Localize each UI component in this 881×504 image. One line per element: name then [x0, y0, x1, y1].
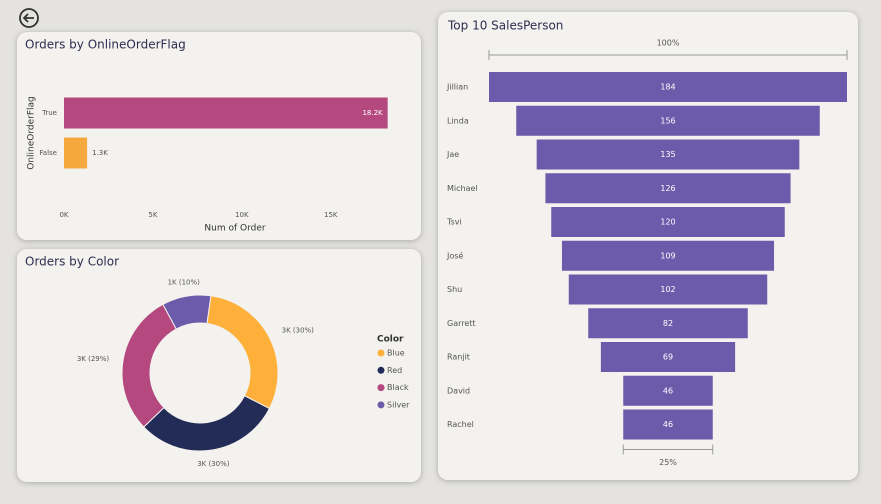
x-axis-label: Num of Order: [204, 224, 265, 234]
legend-label: Red: [387, 366, 402, 375]
funnel-bar: [545, 173, 791, 204]
value-label: 135: [660, 150, 675, 159]
value-label: 156: [660, 116, 675, 125]
funnel-bar: [489, 72, 847, 102]
value-label: 3K (30%): [197, 460, 230, 468]
funnel-bar: [561, 240, 775, 271]
category-label: David: [447, 386, 470, 395]
bar: [64, 97, 388, 129]
legend-marker: [377, 401, 385, 409]
bracket: [622, 444, 714, 455]
chart-title: Top 10 SalesPerson: [447, 19, 563, 33]
category-label: José: [446, 250, 463, 260]
category-label: Shu: [447, 285, 462, 294]
value-label: 18.2K: [362, 109, 383, 117]
category-label: Tsvi: [446, 218, 462, 227]
category-label: Garrett: [447, 319, 476, 328]
value-label: 3K (30%): [282, 327, 315, 335]
panel: [17, 32, 421, 240]
value-label: 46: [663, 420, 673, 429]
funnel-bar: [536, 139, 800, 170]
value-label: 120: [660, 218, 675, 227]
x-tick-label: 10K: [235, 211, 249, 219]
ratio-label: 100%: [657, 39, 680, 48]
legend-marker: [377, 384, 385, 392]
value-label: 69: [663, 353, 673, 362]
value-label: 184: [660, 83, 675, 92]
value-label: 82: [663, 319, 673, 328]
x-tick-label: 5K: [148, 211, 157, 219]
panel: [17, 249, 421, 482]
category-label: Rachel: [447, 420, 474, 429]
category-label: Linda: [447, 116, 469, 125]
funnel-bar: [623, 409, 713, 440]
value-label: 1.3K: [92, 149, 108, 157]
value-label: 46: [663, 386, 673, 395]
y-axis-label: OnlineOrderFlag: [27, 96, 37, 170]
x-tick-label: 0K: [59, 211, 68, 219]
bracket: [488, 50, 848, 60]
funnel-bar: [600, 342, 736, 372]
chart-title: Orders by OnlineOrderFlag: [25, 38, 186, 52]
ratio-label: 25%: [659, 458, 677, 467]
category-label: Michael: [447, 184, 478, 193]
y-tick-label: False: [39, 149, 57, 157]
legend-marker: [377, 349, 385, 357]
value-label: 1K (10%): [168, 278, 201, 286]
legend-title: Color: [377, 335, 404, 345]
funnel-bar: [516, 105, 820, 136]
bar: [64, 137, 88, 169]
chart-title: Orders by Color: [25, 255, 119, 269]
back-button[interactable]: [19, 8, 39, 28]
donut-slice: [162, 294, 212, 330]
funnel-bar: [623, 375, 713, 406]
value-label: 109: [660, 251, 675, 260]
funnel-bar: [568, 274, 768, 305]
funnel-bar: [551, 207, 785, 237]
legend-label: Blue: [387, 349, 405, 358]
category-label: Jillian: [446, 83, 468, 92]
value-label: 3K (29%): [77, 355, 110, 363]
value-label: 102: [660, 285, 675, 294]
category-label: Jae: [446, 150, 459, 159]
y-tick-label: True: [41, 109, 57, 117]
funnel-bar: [588, 308, 748, 339]
category-label: Ranjit: [447, 353, 470, 362]
x-tick-label: 15K: [324, 211, 338, 219]
legend-marker: [377, 366, 385, 374]
value-label: 126: [660, 184, 675, 193]
legend-label: Silver: [387, 400, 410, 409]
legend-label: Black: [387, 383, 409, 392]
